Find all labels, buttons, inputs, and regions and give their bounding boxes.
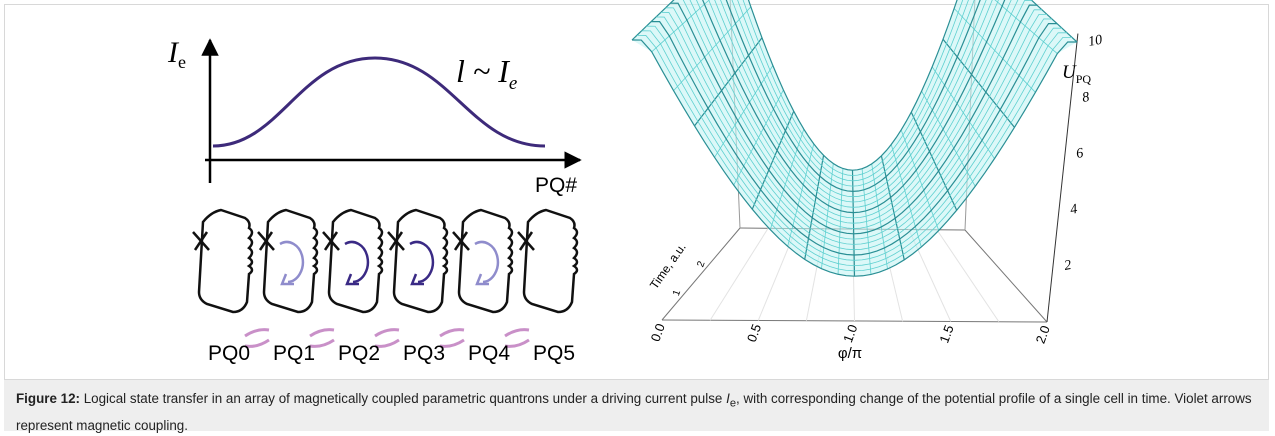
z-axis — [1046, 33, 1079, 323]
surface-grid — [747, 0, 958, 171]
current-arrowhead — [345, 273, 359, 286]
current-arrow — [279, 240, 305, 284]
surface-grid — [1030, 0, 1078, 43]
figure-graphics: Ie l ~ Ie PQ# PQ0 PQ1 PQ2 PQ3 PQ4 PQ5 0.0 0.5 1.… — [167, 0, 1103, 365]
pulse-diagram: Ie l ~ Ie PQ# — [167, 36, 582, 197]
surface-grid — [720, 0, 987, 198]
quantron-cell — [516, 208, 579, 314]
surface-grid — [641, 30, 1068, 267]
surface-grid — [651, 21, 1058, 256]
surface-grid — [696, 0, 1012, 219]
y-axis-label: Ie — [167, 36, 186, 72]
x-tick-label: 0.5 — [744, 322, 764, 344]
surface-grid — [646, 25, 1063, 261]
surface-grid — [670, 2, 1038, 235]
quantron-cell — [451, 208, 514, 314]
surface-grid — [689, 0, 1019, 224]
floor-edge — [964, 229, 1048, 323]
surface-patch — [651, 12, 1057, 256]
z-tick-label: 10 — [1087, 33, 1103, 50]
caption: Figure 12: Logical state transfer in an … — [4, 379, 1269, 433]
surface-patch — [660, 3, 1047, 245]
coupling-arrow — [309, 328, 335, 348]
surface-grid — [682, 0, 1033, 229]
surface-grid — [631, 0, 675, 41]
z-tick-label: 4 — [1069, 202, 1078, 218]
surface-grid — [708, 0, 999, 208]
time-tick-label: 2 — [695, 259, 707, 268]
current-arrow — [409, 240, 435, 284]
quantron-cell — [256, 208, 319, 314]
quantron-array: PQ0 PQ1 PQ2 PQ3 PQ4 PQ5 — [191, 208, 579, 365]
z-label: U — [1062, 62, 1077, 83]
caption-symbol-sub: e — [729, 397, 737, 410]
relation-rhs-sub: e — [509, 73, 517, 94]
quantron-cell — [191, 208, 254, 314]
coupling-arrow — [504, 328, 530, 348]
caption-text: , with corresponding change of the poten… — [16, 391, 1252, 433]
surface-grid — [636, 35, 1073, 272]
floor-grid — [936, 229, 1000, 323]
relation: l ~ Ie — [456, 53, 517, 94]
cell-label: PQ4 — [468, 342, 510, 365]
floor-grid — [709, 227, 769, 321]
quantron-cell — [321, 208, 384, 314]
x-axis-label: φ/π — [838, 345, 862, 362]
surface-grid — [660, 12, 1048, 245]
time-axis-label: Time, a.u. — [647, 240, 689, 291]
x-tick-label: 1.0 — [840, 322, 860, 344]
x-tick-label: 0.0 — [648, 321, 668, 343]
surface-grid — [742, 0, 964, 176]
y-label: I — [167, 36, 180, 69]
quantron-cell — [386, 208, 449, 314]
surface-patch — [641, 21, 1067, 266]
z-tick-label: 6 — [1075, 146, 1084, 162]
cell-label: PQ1 — [273, 342, 315, 365]
caption-symbol: I — [726, 391, 730, 406]
surface-patch — [701, 0, 1007, 213]
surface-grid — [737, 0, 969, 182]
potential-surface: 0.0 0.5 1.0 1.5 2.0 φ/π 1 2 Time, a.u. 2 4 6 8 10 UPQ — [631, 0, 1103, 362]
z-axis-label: UPQ — [1062, 62, 1091, 86]
surface-grid — [665, 7, 1043, 240]
surface-grid — [731, 0, 975, 187]
current-arrowhead — [280, 273, 294, 286]
current-arrowhead — [410, 273, 424, 286]
x-tick-label: 1.5 — [936, 323, 956, 345]
cell-label: PQ3 — [403, 342, 445, 365]
surface-grid — [631, 39, 1078, 277]
surface-grid — [714, 0, 993, 203]
caption-text: Logical state transfer in an array of ma… — [80, 391, 727, 406]
z-tick-label: 8 — [1081, 90, 1090, 106]
surface-grid — [702, 0, 1006, 214]
current-arrow — [474, 240, 500, 284]
z-label-sub: PQ — [1076, 72, 1092, 86]
coupling-arrow — [374, 328, 400, 348]
z-tick-label: 2 — [1063, 258, 1072, 274]
surface-patch — [685, 0, 1024, 224]
relation-rhs: I — [497, 53, 510, 89]
coupling-arrow — [439, 328, 465, 348]
caption-label: Figure 12: — [16, 391, 80, 406]
surface-grid — [655, 16, 1053, 251]
coupling-arrow — [244, 328, 270, 348]
cell-label: PQ5 — [533, 342, 575, 365]
y-label-sub: e — [178, 52, 186, 72]
cell-label: PQ0 — [208, 342, 250, 365]
surface-patch — [670, 0, 1037, 234]
surface-patch — [632, 30, 1077, 277]
surface-grid — [725, 0, 981, 193]
time-tick-label: 1 — [671, 288, 683, 297]
cell-label: PQ2 — [338, 342, 380, 365]
x-tick-label: 2.0 — [1033, 323, 1053, 345]
relation-lhs: l ~ — [456, 53, 490, 89]
floor-edge — [661, 227, 741, 321]
x-axis-label: PQ# — [535, 174, 577, 197]
current-arrow — [344, 240, 370, 284]
current-arrowhead — [475, 273, 489, 286]
